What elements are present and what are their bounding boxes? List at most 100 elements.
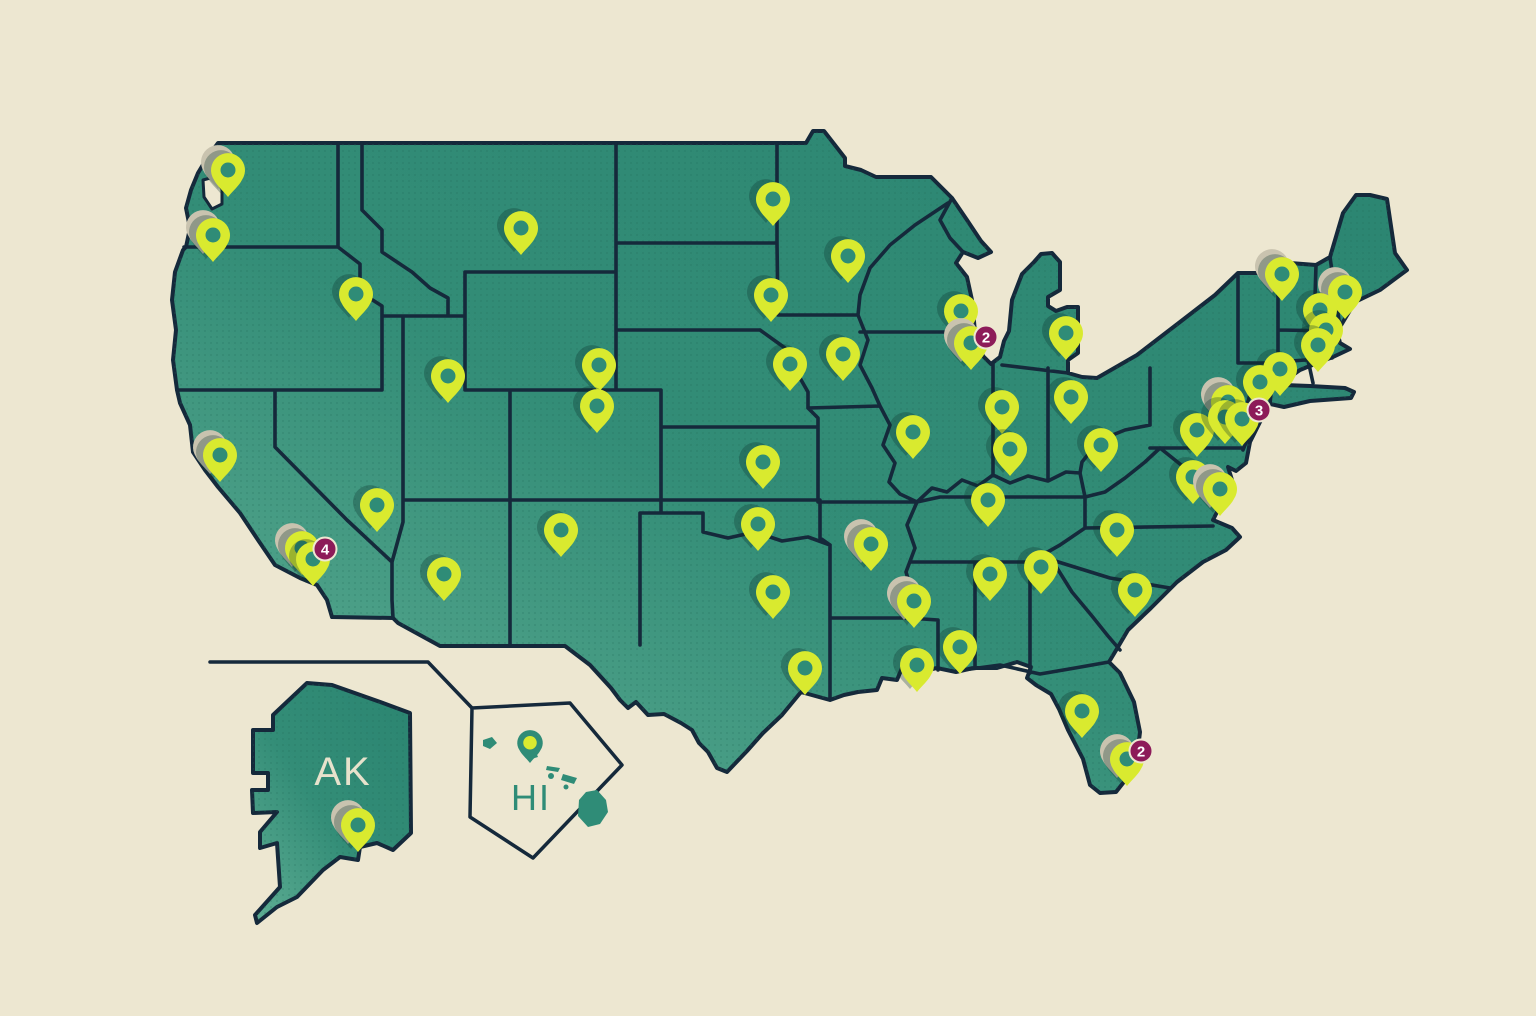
- cluster-count: 2: [982, 330, 990, 347]
- pin-dot: [905, 424, 921, 440]
- map-pin[interactable]: [332, 274, 373, 321]
- pin-dot: [782, 356, 798, 372]
- map-pin[interactable]: [497, 208, 538, 255]
- cluster-count: 3: [1255, 403, 1263, 420]
- pin-dot: [952, 639, 968, 655]
- pin-dot: [765, 191, 781, 207]
- map-pin[interactable]: [781, 648, 822, 695]
- map-pin[interactable]: [739, 442, 780, 489]
- map-pin[interactable]: [193, 430, 237, 482]
- map-pin[interactable]: [889, 412, 930, 459]
- cluster-badge[interactable]: 2: [973, 324, 999, 350]
- cluster-badge-circle: [1246, 397, 1272, 423]
- map-pin[interactable]: [1093, 510, 1134, 557]
- cluster-badge-circle: [1128, 738, 1154, 764]
- map-pin[interactable]: [964, 480, 1005, 527]
- map-pin[interactable]: [1058, 691, 1099, 738]
- map-pin[interactable]: [1193, 464, 1237, 516]
- map-pin[interactable]: [537, 510, 578, 557]
- pin-dot: [369, 497, 385, 513]
- map-pin[interactable]: [766, 344, 807, 391]
- cluster-count: 2: [1137, 744, 1145, 761]
- pin-dot: [205, 227, 221, 243]
- map-pin[interactable]: [749, 179, 790, 226]
- pin-dot: [1033, 559, 1049, 575]
- map-pin[interactable]: [1047, 377, 1088, 424]
- map-pin[interactable]: [424, 356, 465, 403]
- map-pin[interactable]: [844, 519, 888, 571]
- cluster-badge[interactable]: 3: [1246, 397, 1272, 423]
- map-pin[interactable]: [186, 210, 230, 262]
- pins-layer: [186, 145, 1362, 852]
- pin-dot: [906, 593, 922, 609]
- pin-dot: [994, 399, 1010, 415]
- map-pin[interactable]: [1256, 349, 1297, 396]
- pin-dot: [797, 660, 813, 676]
- map-pin[interactable]: [1017, 547, 1058, 594]
- pin-dot: [1058, 325, 1074, 341]
- pin-dot: [513, 220, 529, 236]
- pin-dot: [1189, 422, 1205, 438]
- map-pin[interactable]: [893, 645, 934, 692]
- map-pin[interactable]: [1294, 325, 1335, 372]
- map-pin[interactable]: [1236, 362, 1277, 409]
- pin-dot: [220, 162, 236, 178]
- cluster-badge[interactable]: 4: [312, 536, 338, 562]
- map-pin[interactable]: [986, 429, 1027, 476]
- pin-dot: [589, 398, 605, 414]
- map-pin[interactable]: [353, 485, 394, 532]
- map-pin[interactable]: [937, 291, 978, 338]
- pin-dot: [348, 286, 364, 302]
- map-pin[interactable]: [819, 334, 860, 381]
- map-pin[interactable]: [936, 627, 977, 674]
- pin-dot: [750, 516, 766, 532]
- cluster-badge-circle: [312, 536, 338, 562]
- map-pin[interactable]: [747, 275, 788, 322]
- map-pin[interactable]: [1218, 399, 1259, 446]
- cluster-count: 4: [321, 542, 330, 559]
- map-pin[interactable]: [966, 554, 1007, 601]
- map-pin[interactable]: [1042, 313, 1083, 360]
- map-pin[interactable]: [331, 800, 375, 852]
- map-pin[interactable]: [887, 576, 931, 628]
- pin-dot: [440, 368, 456, 384]
- pin-dot: [1074, 703, 1090, 719]
- pin-dot: [553, 522, 569, 538]
- map-pin[interactable]: [575, 345, 616, 392]
- hi-label: HI: [511, 777, 551, 818]
- pin-dot: [1212, 481, 1228, 497]
- map-pin[interactable]: [420, 554, 461, 601]
- pin-dot: [835, 346, 851, 362]
- pin-dot: [591, 357, 607, 373]
- clusters-layer: 4 2 3 2: [312, 324, 1272, 764]
- map-pin[interactable]: [1111, 570, 1152, 617]
- map-pin[interactable]: [1077, 425, 1118, 472]
- map-pin[interactable]: [201, 145, 245, 197]
- hawaii-inset: HI: [468, 701, 624, 860]
- pin-dot: [763, 287, 779, 303]
- map-pin[interactable]: [1173, 410, 1214, 457]
- map-pin[interactable]: [1318, 267, 1362, 319]
- map-pin[interactable]: [824, 236, 865, 283]
- pin-dot: [1310, 337, 1326, 353]
- pin-dot: [1109, 522, 1125, 538]
- pin-dot: [953, 303, 969, 319]
- pin-dot: [436, 566, 452, 582]
- map-pin[interactable]: [978, 387, 1019, 434]
- map-pin-inverted[interactable]: [517, 730, 543, 763]
- pin-dot: [980, 492, 996, 508]
- pin-dot: [1127, 582, 1143, 598]
- pin-dot: [350, 817, 366, 833]
- map-pin[interactable]: [573, 386, 614, 433]
- pin-dot: [1337, 284, 1353, 300]
- map-pin[interactable]: [734, 504, 775, 551]
- pin-dot: [755, 454, 771, 470]
- pin-dot: [523, 736, 537, 750]
- map-pin[interactable]: [1255, 249, 1299, 301]
- cluster-badge[interactable]: 2: [1128, 738, 1154, 764]
- pin-dot: [1002, 441, 1018, 457]
- pin-dot: [1252, 374, 1268, 390]
- map-pin[interactable]: [749, 572, 790, 619]
